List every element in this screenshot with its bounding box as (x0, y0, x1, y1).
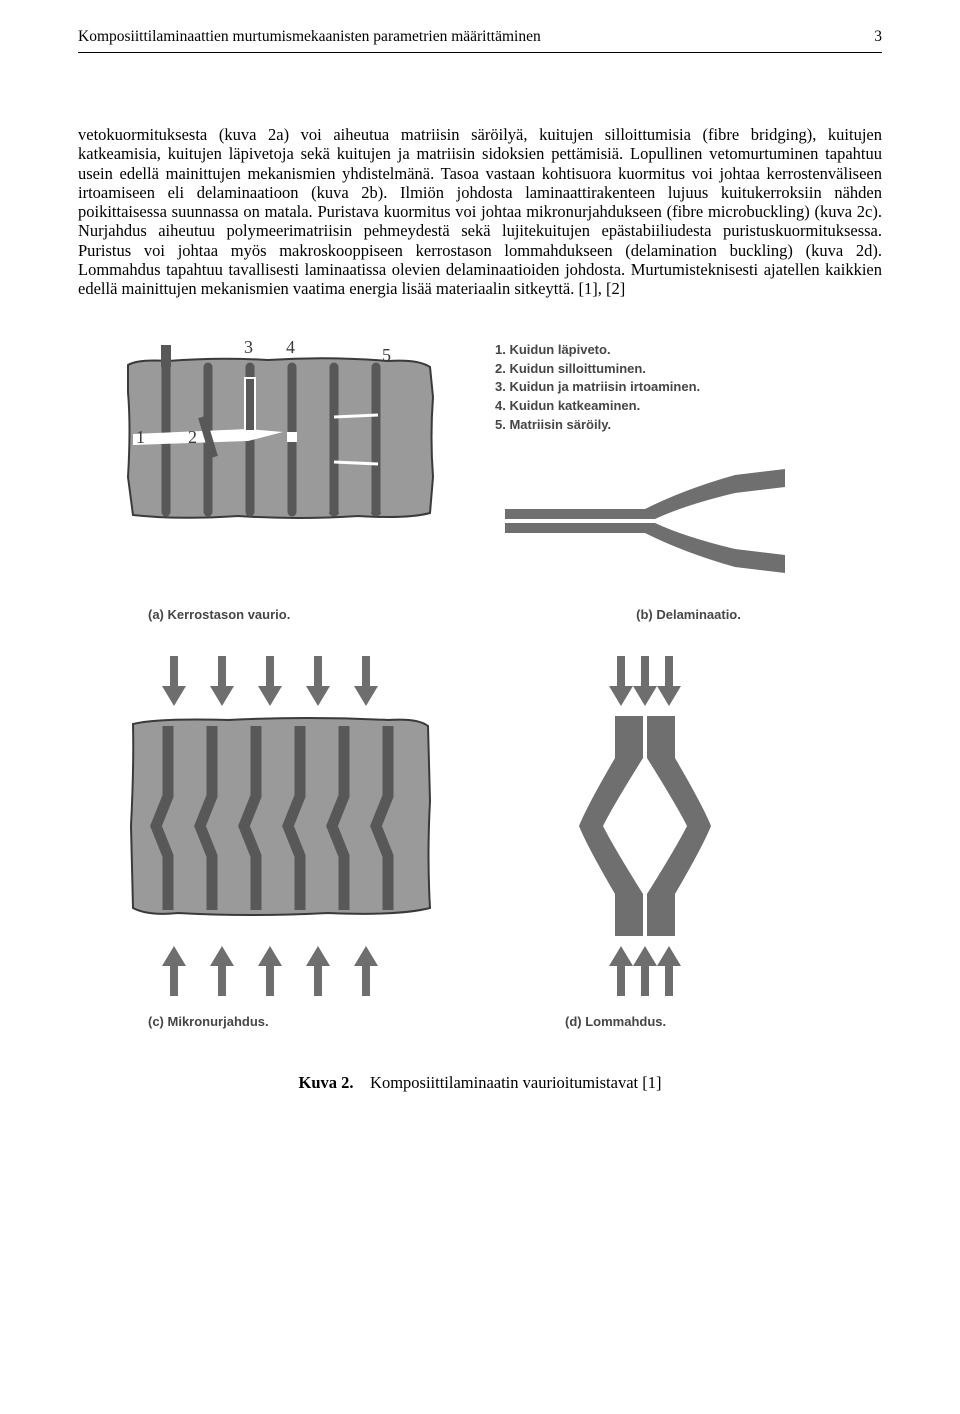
figure-legend: 1. Kuidun läpiveto. 2. Kuidun silloittum… (495, 337, 882, 589)
figure-panel-c (78, 634, 465, 996)
subcaption-c: (c) Mikronurjahdus. (78, 1014, 465, 1029)
legend-item: 1. Kuidun läpiveto. (495, 341, 882, 360)
svg-text:3: 3 (244, 337, 253, 357)
figure-panel-b (495, 469, 882, 589)
subcaption-d: (d) Lommahdus. (495, 1014, 882, 1029)
svg-text:5: 5 (382, 345, 391, 365)
svg-text:4: 4 (286, 337, 295, 357)
subcaption-b: (b) Delaminaatio. (495, 607, 882, 622)
page-number: 3 (874, 28, 882, 46)
page-header: Komposiittilaminaattien murtumismekaanis… (0, 0, 960, 46)
body-paragraph: vetokuormituksesta (kuva 2a) voi aiheutu… (0, 53, 960, 299)
legend-item: 4. Kuidun katkeaminen. (495, 397, 882, 416)
svg-text:2: 2 (188, 427, 197, 447)
svg-text:1: 1 (136, 427, 145, 447)
figure-panel-d (495, 634, 882, 996)
figure-caption-label: Kuva 2. (299, 1073, 354, 1092)
running-title: Komposiittilaminaattien murtumismekaanis… (78, 28, 541, 46)
figure-caption: Kuva 2. Komposiittilaminaatin vaurioitum… (78, 1073, 882, 1093)
legend-item: 3. Kuidun ja matriisin irtoaminen. (495, 378, 882, 397)
panel-a-svg: 1 2 3 4 5 (78, 337, 458, 567)
figure-panel-a: 1 2 3 4 5 (78, 337, 465, 567)
panel-b-svg (495, 469, 795, 589)
figure-caption-text: Komposiittilaminaatin vaurioitumistavat … (370, 1073, 661, 1092)
panel-d-svg (495, 656, 795, 996)
legend-item: 5. Matriisin säröily. (495, 416, 882, 435)
legend-item: 2. Kuidun silloittuminen. (495, 360, 882, 379)
subcaption-a: (a) Kerrostason vaurio. (78, 607, 465, 622)
panel-c-svg (78, 656, 458, 996)
figure-2: 1 2 3 4 5 1. Kuidun läpiveto. 2. Kuidun … (78, 337, 882, 1093)
